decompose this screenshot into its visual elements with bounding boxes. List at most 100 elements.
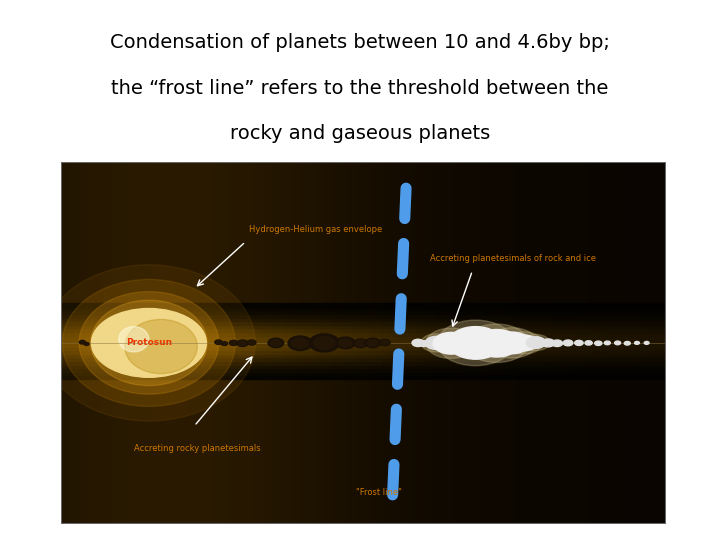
Bar xyxy=(182,162,185,524)
Bar xyxy=(624,372,630,375)
Bar xyxy=(648,303,654,307)
Bar xyxy=(645,162,648,524)
Bar xyxy=(255,364,261,368)
Bar xyxy=(351,325,358,328)
Bar xyxy=(479,318,485,321)
Bar xyxy=(261,310,267,314)
Bar xyxy=(369,328,376,332)
Bar xyxy=(170,339,176,343)
Bar xyxy=(109,354,116,357)
Bar xyxy=(86,162,89,524)
Bar xyxy=(303,332,309,336)
Bar xyxy=(315,357,321,361)
Bar xyxy=(539,361,545,365)
Bar xyxy=(328,350,333,354)
Bar xyxy=(485,310,490,314)
Bar xyxy=(460,303,467,307)
Bar xyxy=(79,303,86,307)
Bar xyxy=(176,364,182,368)
Bar xyxy=(86,354,91,357)
Bar xyxy=(291,364,297,368)
Bar xyxy=(472,372,479,375)
Bar xyxy=(67,310,73,314)
Bar xyxy=(430,303,436,307)
Bar xyxy=(503,347,509,350)
Bar xyxy=(315,307,321,310)
Bar xyxy=(563,357,570,361)
Bar xyxy=(182,375,188,379)
Bar xyxy=(107,162,109,524)
Bar xyxy=(261,361,267,365)
Bar xyxy=(436,350,442,354)
Bar xyxy=(218,332,225,336)
Bar xyxy=(590,162,593,524)
Bar xyxy=(430,354,436,357)
Bar xyxy=(449,310,454,314)
Bar xyxy=(479,364,485,368)
Bar xyxy=(200,375,207,379)
Bar xyxy=(578,162,581,524)
Bar xyxy=(406,332,412,336)
Bar xyxy=(570,350,575,354)
Circle shape xyxy=(248,341,255,345)
Bar xyxy=(588,321,593,325)
Bar xyxy=(67,357,73,361)
Bar xyxy=(400,318,406,321)
Bar xyxy=(321,372,328,375)
Bar xyxy=(424,339,430,343)
Bar xyxy=(297,375,303,379)
Bar xyxy=(412,361,418,365)
Bar xyxy=(472,339,479,343)
Bar xyxy=(315,361,321,365)
Bar xyxy=(237,310,243,314)
Bar xyxy=(207,372,212,375)
Bar xyxy=(285,303,291,307)
Text: Condensation of planets between 10 and 4.6by bp;: Condensation of planets between 10 and 4… xyxy=(110,33,610,52)
Bar xyxy=(358,307,364,310)
Bar xyxy=(406,307,412,310)
Bar xyxy=(273,314,279,318)
Bar xyxy=(472,325,479,328)
Circle shape xyxy=(421,334,451,352)
Bar xyxy=(230,364,237,368)
Bar xyxy=(442,162,445,524)
Bar xyxy=(563,336,570,339)
Bar xyxy=(600,372,606,375)
Bar xyxy=(152,303,158,307)
Bar xyxy=(309,318,315,321)
Bar xyxy=(116,325,122,328)
Text: the “frost line” refers to the threshold between the: the “frost line” refers to the threshold… xyxy=(112,79,608,98)
Bar xyxy=(563,162,566,524)
Bar xyxy=(563,314,570,318)
Bar xyxy=(237,350,243,354)
Bar xyxy=(364,162,366,524)
Bar xyxy=(430,310,436,314)
Bar xyxy=(97,307,104,310)
Bar xyxy=(364,357,369,361)
Bar xyxy=(648,375,654,379)
Bar xyxy=(237,336,243,339)
Bar xyxy=(654,350,660,354)
Bar xyxy=(248,162,252,524)
Bar xyxy=(237,347,243,350)
Bar xyxy=(630,336,636,339)
Bar xyxy=(261,321,267,325)
Bar xyxy=(273,325,279,328)
Bar xyxy=(297,364,303,368)
Bar xyxy=(497,368,503,372)
Bar xyxy=(303,350,309,354)
Bar xyxy=(636,364,642,368)
Bar xyxy=(140,347,146,350)
Bar xyxy=(158,303,164,307)
Bar xyxy=(630,310,636,314)
Bar xyxy=(575,303,581,307)
Bar xyxy=(127,303,134,307)
Bar xyxy=(593,307,600,310)
Bar xyxy=(158,368,164,372)
Bar xyxy=(309,162,312,524)
Bar xyxy=(430,347,436,350)
Bar xyxy=(200,372,207,375)
Bar xyxy=(218,339,225,343)
Bar xyxy=(394,328,400,332)
Bar xyxy=(328,336,333,339)
